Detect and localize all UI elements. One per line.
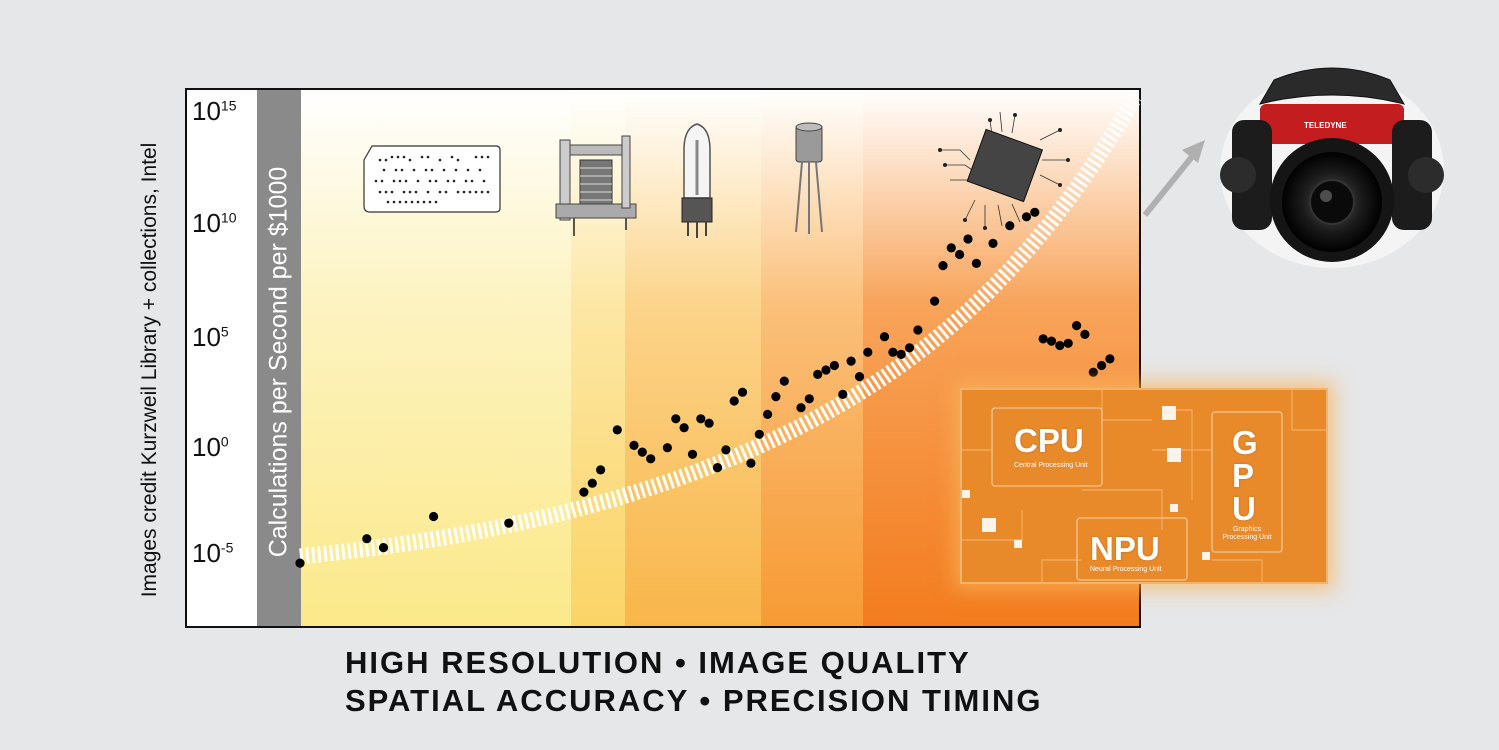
- data-point: [821, 365, 831, 375]
- data-point: [963, 234, 973, 244]
- arrow-to-camera: [1142, 140, 1205, 217]
- trend-band: [299, 92, 1142, 565]
- band-transistor: [761, 90, 863, 626]
- npu-sublabel: Neural Processing Unit: [1090, 566, 1162, 573]
- data-point: [779, 376, 789, 386]
- data-point: [813, 369, 823, 379]
- transistor-icon: [795, 122, 823, 234]
- data-point: [1080, 329, 1090, 339]
- relay-icon: [555, 135, 637, 236]
- data-point: [904, 343, 915, 353]
- 360-camera-icon: TELEDYNE: [1220, 67, 1444, 268]
- integrated-circuit-icon: [938, 111, 1070, 230]
- data-point: [429, 511, 439, 522]
- data-points: [295, 207, 1115, 568]
- data-point: [838, 389, 848, 399]
- data-point: [696, 414, 706, 424]
- data-point: [854, 372, 865, 382]
- data-point: [988, 238, 998, 248]
- vacuum-tube-icon: [681, 123, 713, 238]
- ylabel-strip: [257, 90, 301, 626]
- data-point: [729, 396, 739, 406]
- data-point: [679, 423, 689, 433]
- data-point: [1097, 360, 1107, 371]
- data-point: [1005, 221, 1015, 231]
- npu-label: NPU: [1090, 530, 1160, 567]
- cpu-sublabel: Central Processing Unit: [1014, 462, 1088, 469]
- circuit-traces: [962, 390, 1326, 582]
- data-point: [971, 258, 982, 268]
- data-point: [1021, 212, 1032, 222]
- gpu-sublabel: Graphics Processing Unit: [1222, 526, 1272, 541]
- data-point: [930, 296, 940, 306]
- data-point: [771, 392, 781, 402]
- data-point: [913, 325, 923, 335]
- y-tick-1e15: 1015: [192, 96, 237, 126]
- data-point: [587, 478, 597, 488]
- data-point: [804, 394, 814, 404]
- trend-band-line: [299, 92, 1142, 565]
- data-point: [704, 418, 714, 428]
- data-point: [955, 249, 965, 260]
- data-point: [754, 429, 764, 439]
- data-point: [863, 347, 873, 357]
- data-point: [596, 465, 606, 475]
- data-point: [1046, 336, 1057, 346]
- processor-panel: CPU Central Processing Unit G P U Graphi…: [960, 388, 1328, 584]
- data-point: [362, 534, 372, 544]
- caption-line-2: SPATIAL ACCURACY • PRECISION TIMING: [345, 683, 1043, 718]
- y-tick-1e0: 100: [192, 432, 229, 462]
- data-point: [646, 454, 656, 464]
- data-point: [662, 443, 673, 453]
- data-point: [687, 449, 698, 459]
- data-point: [879, 332, 890, 342]
- camera-brand: TELEDYNE: [1304, 121, 1347, 130]
- data-point: [1038, 334, 1048, 344]
- data-point: [295, 558, 305, 568]
- data-point: [579, 487, 589, 497]
- data-point: [1072, 321, 1082, 331]
- data-point: [888, 347, 898, 357]
- caption-line-1: HIGH RESOLUTION • IMAGE QUALITY: [345, 645, 971, 680]
- data-point: [1088, 367, 1098, 377]
- data-point: [796, 403, 806, 413]
- data-point: [938, 261, 948, 271]
- data-point: [612, 425, 622, 435]
- data-point: [1030, 207, 1040, 217]
- data-point: [846, 356, 856, 366]
- data-point: [671, 414, 681, 424]
- cpu-label: CPU: [1014, 422, 1084, 459]
- data-point: [1063, 338, 1073, 348]
- data-point: [712, 463, 723, 473]
- y-tick-1e10: 1010: [192, 208, 237, 238]
- gpu-label: G P U: [1232, 424, 1258, 527]
- punch-card-icon: [363, 145, 501, 213]
- y-tick-1e-5: 10-5: [192, 538, 234, 568]
- data-point: [637, 447, 647, 457]
- data-point: [378, 543, 389, 553]
- y-tick-1e5: 105: [192, 322, 229, 352]
- data-point: [737, 387, 748, 397]
- data-point: [829, 360, 840, 371]
- data-point: [1105, 354, 1115, 364]
- data-point: [946, 243, 956, 253]
- data-point: [1055, 340, 1065, 351]
- data-point: [721, 445, 731, 455]
- data-point: [896, 349, 906, 359]
- data-point: [504, 518, 514, 528]
- data-point: [763, 409, 773, 419]
- data-point: [629, 440, 639, 450]
- data-point: [746, 458, 756, 468]
